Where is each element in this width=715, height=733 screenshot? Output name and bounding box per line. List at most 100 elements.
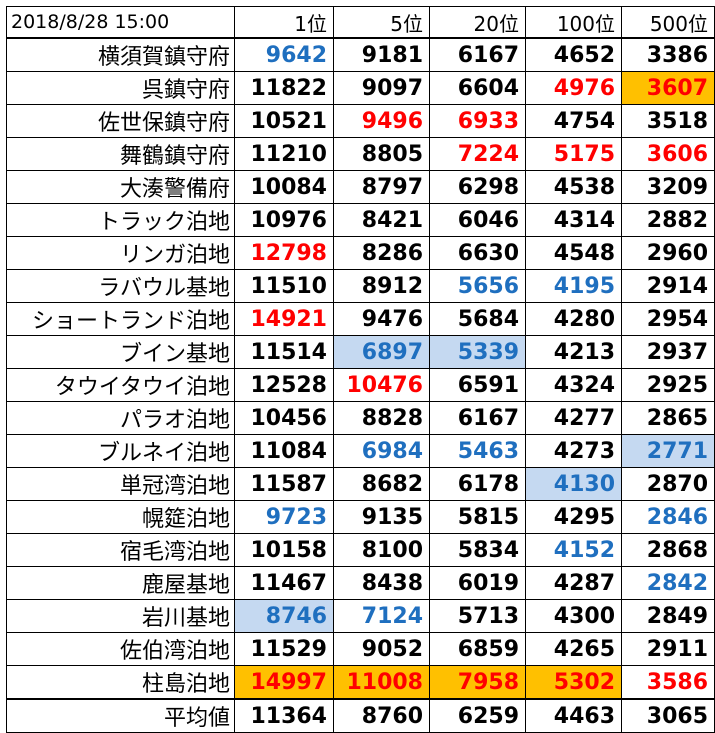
table-row: パラオ泊地 10456 8828 6167 4277 2865 [6, 401, 715, 435]
score-cell: 8286 [333, 236, 430, 270]
ranking-table: 2018/8/28 15:00 1位 5位 20位 100位 500位 横須賀鎮… [6, 6, 715, 733]
table-body: 2018/8/28 15:00 1位 5位 20位 100位 500位 横須賀鎮… [6, 6, 715, 733]
average-row: 平均値 11364 8760 6259 4463 3065 [6, 698, 715, 733]
score-cell: 4976 [525, 71, 622, 105]
score-cell: 2925 [621, 368, 715, 402]
average-cell: 3065 [621, 698, 715, 733]
server-name: タウイタウイ泊地 [6, 368, 235, 402]
score-cell: 9052 [333, 632, 430, 666]
score-cell: 8421 [333, 203, 430, 237]
header-rank-100: 100位 [525, 6, 622, 39]
server-name: トラック泊地 [6, 203, 235, 237]
score-cell: 11510 [234, 269, 334, 303]
table-row: ブイン基地 11514 6897 5339 4213 2937 [6, 335, 715, 369]
score-cell: 2868 [621, 533, 715, 567]
header-rank-20: 20位 [429, 6, 526, 39]
score-cell: 4280 [525, 302, 622, 336]
score-cell: 8828 [333, 401, 430, 435]
score-cell: 5463 [429, 434, 526, 468]
score-cell: 3606 [621, 137, 715, 171]
server-name: パラオ泊地 [6, 401, 235, 435]
score-cell: 8797 [333, 170, 430, 204]
score-cell: 4213 [525, 335, 622, 369]
score-cell: 4300 [525, 599, 622, 633]
score-cell: 11529 [234, 632, 334, 666]
score-cell: 2870 [621, 467, 715, 501]
score-cell: 7958 [429, 665, 526, 700]
score-cell: 9642 [234, 37, 334, 72]
score-cell: 2771 [621, 434, 715, 468]
score-cell: 9496 [333, 104, 430, 138]
table-row: 佐伯湾泊地 11529 9052 6859 4265 2911 [6, 632, 715, 666]
score-cell: 11514 [234, 335, 334, 369]
score-cell: 8912 [333, 269, 430, 303]
average-cell: 8760 [333, 698, 430, 733]
score-cell: 6046 [429, 203, 526, 237]
score-cell: 6897 [333, 335, 430, 369]
server-name: 単冠湾泊地 [6, 467, 235, 501]
score-cell: 8746 [234, 599, 334, 633]
header-row: 2018/8/28 15:00 1位 5位 20位 100位 500位 [6, 6, 715, 39]
header-rank-500: 500位 [621, 6, 715, 39]
score-cell: 4295 [525, 500, 622, 534]
server-name: 佐世保鎮守府 [6, 104, 235, 138]
score-cell: 6167 [429, 401, 526, 435]
score-cell: 9476 [333, 302, 430, 336]
score-cell: 3586 [621, 665, 715, 700]
table-row: 舞鶴鎮守府 11210 8805 7224 5175 3606 [6, 137, 715, 171]
score-cell: 5713 [429, 599, 526, 633]
table-row: 大湊警備府 10084 8797 6298 4538 3209 [6, 170, 715, 204]
server-name: 岩川基地 [6, 599, 235, 633]
table-row: タウイタウイ泊地 12528 10476 6591 4324 2925 [6, 368, 715, 402]
score-cell: 5302 [525, 665, 622, 700]
score-cell: 6019 [429, 566, 526, 600]
score-cell: 5339 [429, 335, 526, 369]
server-name: 柱島泊地 [6, 665, 235, 700]
score-cell: 11084 [234, 434, 334, 468]
score-cell: 4324 [525, 368, 622, 402]
score-cell: 4314 [525, 203, 622, 237]
server-name: ブイン基地 [6, 335, 235, 369]
score-cell: 2865 [621, 401, 715, 435]
score-cell: 10476 [333, 368, 430, 402]
score-cell: 9135 [333, 500, 430, 534]
score-cell: 6167 [429, 37, 526, 72]
score-cell: 4538 [525, 170, 622, 204]
score-cell: 10084 [234, 170, 334, 204]
score-cell: 2960 [621, 236, 715, 270]
average-cell: 6259 [429, 698, 526, 733]
score-cell: 4265 [525, 632, 622, 666]
score-cell: 4548 [525, 236, 622, 270]
score-cell: 2954 [621, 302, 715, 336]
score-cell: 6933 [429, 104, 526, 138]
table-row: 佐世保鎮守府 10521 9496 6933 4754 3518 [6, 104, 715, 138]
table-row: 単冠湾泊地 11587 8682 6178 4130 2870 [6, 467, 715, 501]
score-cell: 5684 [429, 302, 526, 336]
server-name: 横須賀鎮守府 [6, 37, 235, 72]
server-name: 舞鶴鎮守府 [6, 137, 235, 171]
table-row: 柱島泊地 14997 11008 7958 5302 3586 [6, 665, 715, 700]
score-cell: 6178 [429, 467, 526, 501]
server-name: 幌筵泊地 [6, 500, 235, 534]
score-cell: 6630 [429, 236, 526, 270]
score-cell: 3518 [621, 104, 715, 138]
score-cell: 12798 [234, 236, 334, 270]
score-cell: 8805 [333, 137, 430, 171]
score-cell: 14921 [234, 302, 334, 336]
score-cell: 11008 [333, 665, 430, 700]
table-row: 幌筵泊地 9723 9135 5815 4295 2846 [6, 500, 715, 534]
score-cell: 9097 [333, 71, 430, 105]
score-cell: 6591 [429, 368, 526, 402]
score-cell: 4273 [525, 434, 622, 468]
table-row: トラック泊地 10976 8421 6046 4314 2882 [6, 203, 715, 237]
server-name: ショートランド泊地 [6, 302, 235, 336]
score-cell: 3386 [621, 37, 715, 72]
server-name: 宿毛湾泊地 [6, 533, 235, 567]
score-cell: 6604 [429, 71, 526, 105]
score-cell: 5834 [429, 533, 526, 567]
score-cell: 4195 [525, 269, 622, 303]
table-row: リンガ泊地 12798 8286 6630 4548 2960 [6, 236, 715, 270]
header-rank-1: 1位 [234, 6, 334, 39]
server-name: リンガ泊地 [6, 236, 235, 270]
table-row: 呉鎮守府 11822 9097 6604 4976 3607 [6, 71, 715, 105]
